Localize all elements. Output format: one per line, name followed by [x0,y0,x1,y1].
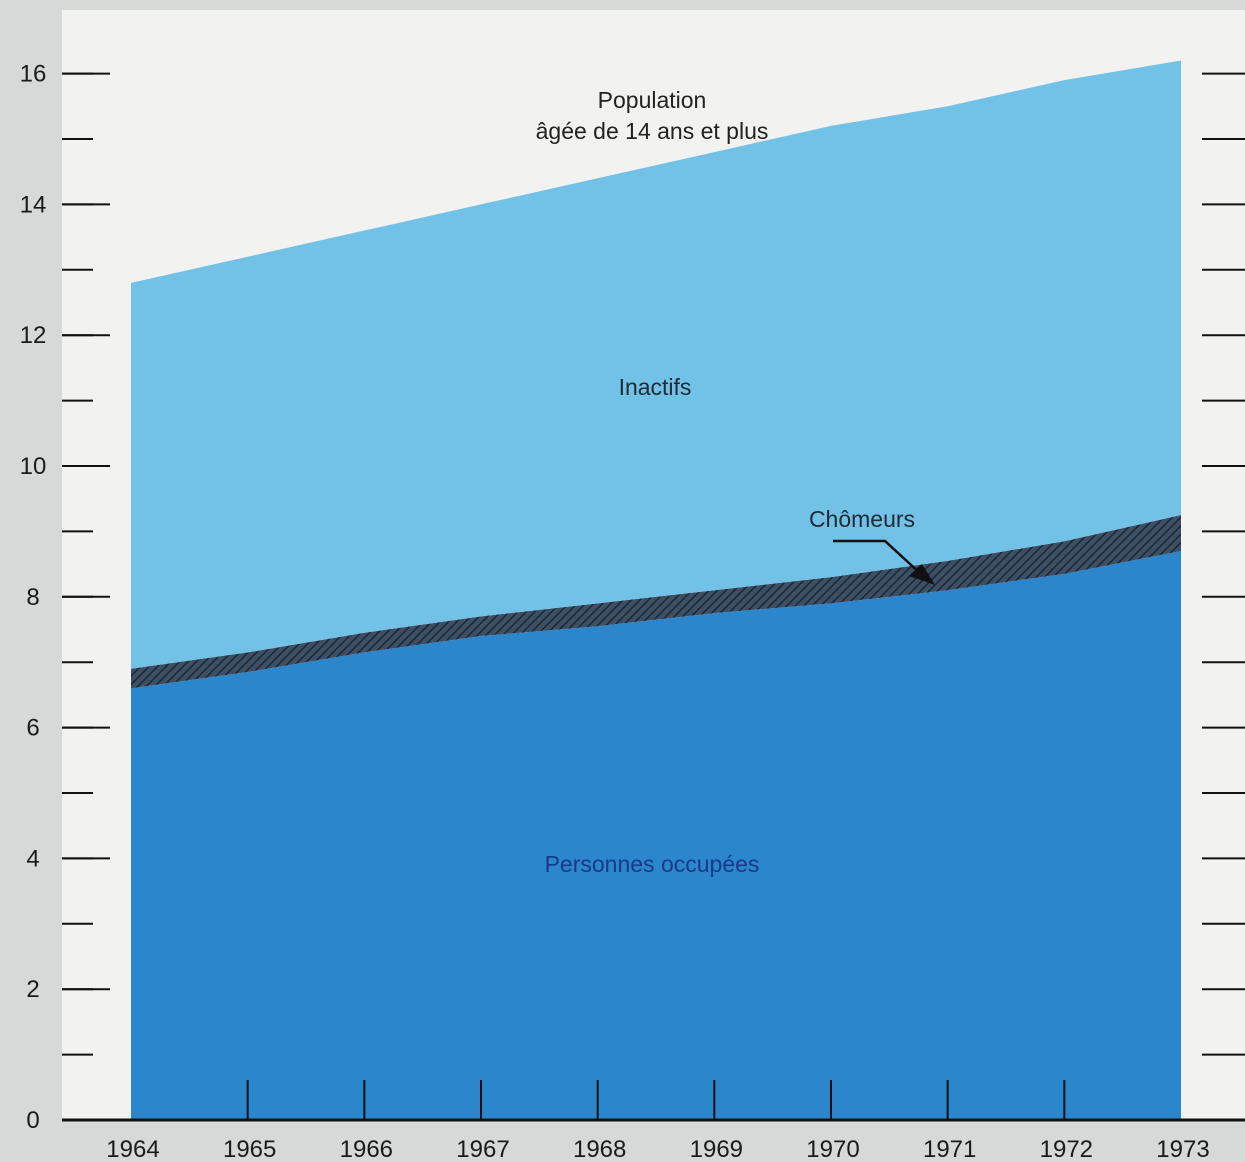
area-personnes-occupees [131,551,1181,1120]
y-tick-label: 6 [26,715,39,742]
x-tick-label: 1969 [690,1136,743,1162]
y-tick-label: 0 [26,1107,39,1134]
area-inactifs [131,60,1181,669]
y-tick-label: 4 [26,845,39,872]
y-tick-label: 14 [20,191,47,218]
x-tick-label: 1965 [223,1136,276,1162]
chomeurs-pointer-arrow [909,564,935,585]
x-tick-label: 1966 [340,1136,393,1162]
y-tick-label: 8 [26,584,39,611]
chomeurs-pointer-line [833,539,923,576]
y-tick-label: 10 [20,453,47,480]
x-tick-label: 1973 [1156,1136,1209,1162]
x-tick-label: 1964 [106,1136,159,1162]
x-tick-label: 1968 [573,1136,626,1162]
x-tick-label: 1967 [456,1136,509,1162]
y-tick-label: 2 [26,976,39,1003]
inactifs-label: Inactifs [619,374,692,400]
y-tick-label: 16 [20,61,47,88]
x-tick-label: 1971 [923,1136,976,1162]
y-tick-label: 12 [20,322,47,349]
chomeurs-label: Chômeurs [809,506,915,532]
x-tick-label: 1970 [806,1136,859,1162]
population-label: Population [598,87,707,113]
area-chomeurs [131,515,1181,689]
occupees-label: Personnes occupées [545,851,760,877]
population-sublabel: âgée de 14 ans et plus [536,118,769,144]
x-tick-label: 1972 [1040,1136,1093,1162]
